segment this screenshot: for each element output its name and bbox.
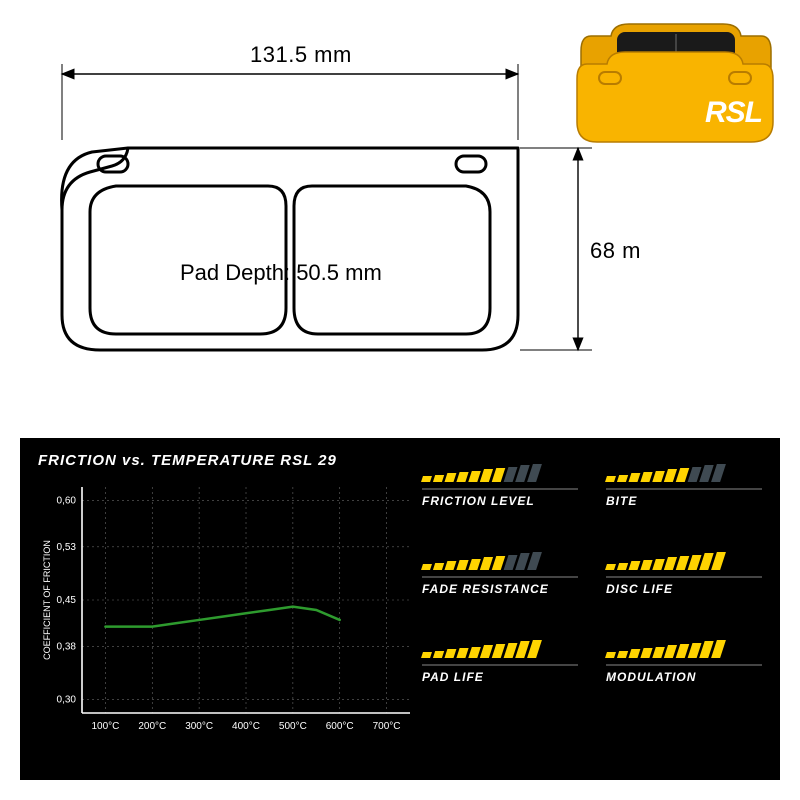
friction-chart: FRICTION vs. TEMPERATURE RSL 29 0,30 0,38…	[38, 452, 418, 760]
svg-text:700°C: 700°C	[373, 721, 401, 732]
rating-modulation: MODULATION	[606, 640, 762, 684]
svg-text:600°C: 600°C	[326, 721, 354, 732]
svg-text:400°C: 400°C	[232, 721, 260, 732]
svg-text:RSL: RSL	[705, 96, 762, 129]
rating-label: FADE RESISTANCE	[422, 576, 578, 596]
svg-text:100°C: 100°C	[91, 721, 119, 732]
rating-label: MODULATION	[606, 664, 762, 684]
svg-text:0,30: 0,30	[57, 695, 77, 706]
technical-drawing: RSL 131.5 mm 68 mm	[0, 0, 800, 420]
svg-text:0,60: 0,60	[57, 495, 77, 506]
chart-title: FRICTION vs. TEMPERATURE RSL 29	[38, 452, 418, 469]
width-dimension: 131.5 mm	[250, 42, 352, 67]
pad-depth-label: Pad Depth: 50.5 mm	[180, 260, 382, 285]
rating-disc-life: DISC LIFE	[606, 552, 762, 596]
dimension-diagram: 131.5 mm 68 mm Pad Depth: 50.5 mm	[20, 40, 640, 400]
svg-text:200°C: 200°C	[138, 721, 166, 732]
rating-friction-level: FRICTION LEVEL	[422, 464, 578, 508]
height-dimension: 68 mm	[590, 238, 640, 263]
rating-label: BITE	[606, 488, 762, 508]
performance-panel: FRICTION vs. TEMPERATURE RSL 29 0,30 0,38…	[20, 438, 780, 780]
svg-text:300°C: 300°C	[185, 721, 213, 732]
svg-text:0,53: 0,53	[57, 542, 77, 553]
svg-text:COEFFICIENT OF FRICTION: COEFFICIENT OF FRICTION	[42, 540, 52, 660]
rating-label: DISC LIFE	[606, 576, 762, 596]
rating-fade-resistance: FADE RESISTANCE	[422, 552, 578, 596]
rating-bite: BITE	[606, 464, 762, 508]
svg-text:0,45: 0,45	[57, 595, 77, 606]
svg-text:500°C: 500°C	[279, 721, 307, 732]
rating-label: PAD LIFE	[422, 664, 578, 684]
rating-label: FRICTION LEVEL	[422, 488, 578, 508]
ratings-grid: FRICTION LEVEL BITE FADE RESISTANCE DISC LI…	[422, 464, 762, 684]
svg-text:0,38: 0,38	[57, 642, 77, 653]
rating-pad-life: PAD LIFE	[422, 640, 578, 684]
